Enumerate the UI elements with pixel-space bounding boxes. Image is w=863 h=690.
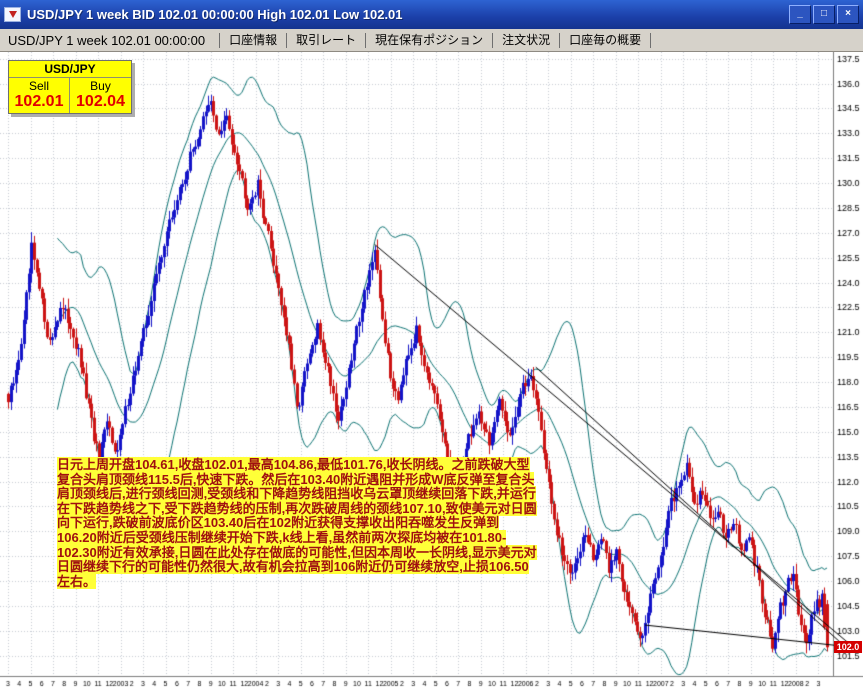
buy-price: 102.04 <box>76 93 125 110</box>
tab-trade-rates[interactable]: 取引レート <box>286 32 365 48</box>
instrument-status: USD/JPY 1 week 102.01 00:00:00 <box>8 32 206 48</box>
tab-account-summary[interactable]: 口座毎の概要 <box>559 32 652 48</box>
toolbar: USD/JPY 1 week 102.01 00:00:00 口座情報 取引レー… <box>0 29 863 52</box>
window-title: USD/JPY 1 week BID 102.01 00:00:00 High … <box>27 7 403 22</box>
current-price-tag: 102.0 <box>834 641 862 653</box>
sell-label: Sell <box>28 79 49 93</box>
tab-strip: 口座情報 取引レート 現在保有ポジション 注文状況 口座毎の概要 <box>219 29 652 51</box>
price-chart[interactable] <box>0 52 863 690</box>
sell-price: 102.01 <box>14 93 64 110</box>
app-icon-glyph <box>8 11 17 18</box>
window-titlebar: USD/JPY 1 week BID 102.01 00:00:00 High … <box>0 0 863 29</box>
tab-open-positions[interactable]: 現在保有ポジション <box>365 32 492 48</box>
sell-quote-button[interactable]: Sell 102.01 <box>9 78 70 113</box>
buy-quote-button[interactable]: Buy 102.04 <box>70 78 131 113</box>
quote-box: USD/JPY Sell 102.01 Buy 102.04 <box>8 60 132 114</box>
quote-pair: USD/JPY <box>9 61 131 78</box>
buy-label: Buy <box>90 79 111 93</box>
tab-order-status[interactable]: 注文状況 <box>492 32 559 48</box>
window-controls: _ □ × <box>789 5 859 24</box>
analysis-annotation: 日元上周开盘104.61,收盘102.01,最高104.86,最低101.76,… <box>57 457 537 589</box>
maximize-button[interactable]: □ <box>813 5 835 24</box>
analysis-text: 日元上周开盘104.61,收盘102.01,最高104.86,最低101.76,… <box>57 457 537 589</box>
app-icon <box>4 7 21 22</box>
minimize-button[interactable]: _ <box>789 5 811 24</box>
tab-account-info[interactable]: 口座情報 <box>219 32 286 48</box>
close-button[interactable]: × <box>837 5 859 24</box>
